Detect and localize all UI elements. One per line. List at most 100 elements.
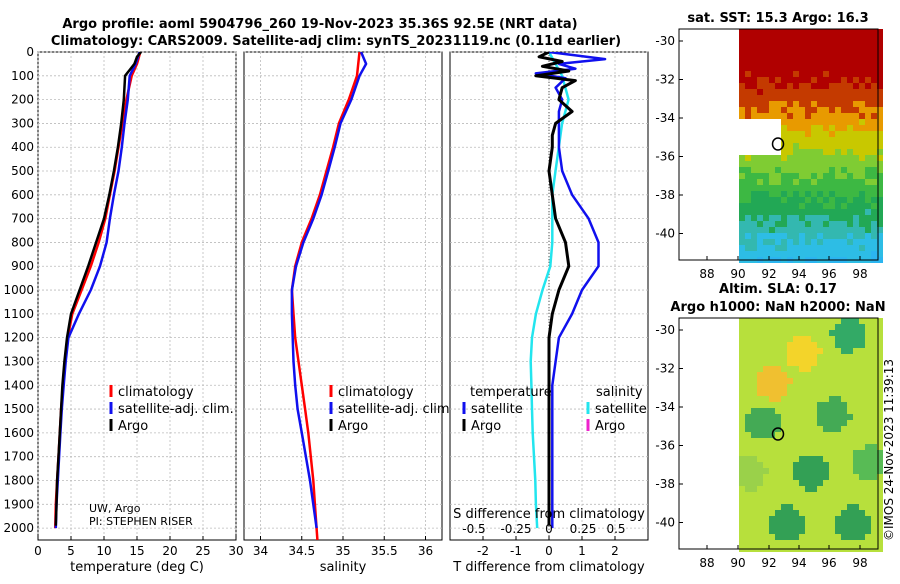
sla-cell xyxy=(775,456,781,462)
sla-cell xyxy=(859,480,865,486)
sst-cell xyxy=(757,65,763,71)
sla-cell xyxy=(817,318,823,324)
sst-cell xyxy=(847,155,853,161)
sst-cell xyxy=(835,167,841,173)
sla-cell xyxy=(817,534,823,540)
lat-tick-label: -32 xyxy=(655,362,675,376)
sla-cell xyxy=(865,492,871,498)
sla-cell xyxy=(739,534,745,540)
sla-cell xyxy=(805,324,811,330)
sla-cell xyxy=(817,366,823,372)
sla-cell xyxy=(793,396,799,402)
sla-cell xyxy=(739,432,745,438)
sst-cell xyxy=(853,221,859,227)
sst-cell xyxy=(865,239,871,245)
sla-cell xyxy=(877,396,883,402)
sla-cell xyxy=(745,480,751,486)
sla-cell xyxy=(841,462,847,468)
temperature-xlabel: temperature (deg C) xyxy=(70,560,204,575)
sst-cell xyxy=(787,119,793,125)
sst-cell xyxy=(871,161,877,167)
sst-cell xyxy=(757,59,763,65)
sst-cell xyxy=(751,89,757,95)
sla-cell xyxy=(781,426,787,432)
sst-cell xyxy=(859,197,865,203)
sla-cell xyxy=(811,510,817,516)
sst-cell xyxy=(817,245,823,251)
sla-cell xyxy=(817,462,823,468)
sst-heatmap xyxy=(739,29,883,263)
sla-cell xyxy=(877,486,883,492)
sst-cell xyxy=(757,29,763,35)
sla-cell xyxy=(799,486,805,492)
sla-cell xyxy=(829,384,835,390)
sla-cell xyxy=(799,444,805,450)
sst-cell xyxy=(871,77,877,83)
sla-cell xyxy=(865,498,871,504)
sla-cell xyxy=(835,516,841,522)
sla-cell xyxy=(805,480,811,486)
sla-cell xyxy=(847,468,853,474)
sla-cell xyxy=(847,354,853,360)
sst-cell xyxy=(757,113,763,119)
sst-cell xyxy=(763,77,769,83)
sst-cell xyxy=(805,95,811,101)
s-x-tick-label: 0 xyxy=(545,522,553,536)
sst-cell xyxy=(775,71,781,77)
sst-cell xyxy=(745,161,751,167)
sst-cell xyxy=(817,125,823,131)
sla-cell xyxy=(763,540,769,546)
sst-cell xyxy=(805,65,811,71)
sst-cell xyxy=(859,191,865,197)
sst-cell xyxy=(823,83,829,89)
sla-cell xyxy=(787,396,793,402)
sla-cell xyxy=(769,324,775,330)
salinity-lines xyxy=(290,52,368,540)
sst-cell xyxy=(793,107,799,113)
sla-cell xyxy=(829,414,835,420)
sst-cell xyxy=(805,251,811,257)
lat-tick-label: -40 xyxy=(655,516,675,530)
sla-cell xyxy=(817,330,823,336)
sla-cell xyxy=(817,516,823,522)
sla-cell xyxy=(775,504,781,510)
sst-cell xyxy=(841,185,847,191)
sla-cell xyxy=(823,534,829,540)
sst-cell xyxy=(817,251,823,257)
sla-cell xyxy=(757,528,763,534)
sla-cell xyxy=(739,528,745,534)
x-tick-label: 15 xyxy=(129,544,144,558)
sla-cell xyxy=(757,336,763,342)
sla-cell xyxy=(841,426,847,432)
sla-cell xyxy=(853,534,859,540)
sla-cell xyxy=(835,384,841,390)
sla-cell xyxy=(799,396,805,402)
sst-cell xyxy=(757,209,763,215)
sst-cell xyxy=(847,107,853,113)
sla-cell xyxy=(823,468,829,474)
sla-cell xyxy=(859,516,865,522)
sla-cell xyxy=(769,408,775,414)
sst-cell xyxy=(847,29,853,35)
sla-cell xyxy=(751,450,757,456)
sst-cell xyxy=(775,89,781,95)
sla-cell xyxy=(829,342,835,348)
sla-cell xyxy=(811,396,817,402)
sla-cell xyxy=(823,528,829,534)
sst-cell xyxy=(817,131,823,137)
sla-cell xyxy=(877,450,883,456)
sst-cell xyxy=(817,53,823,59)
sla-cell xyxy=(781,378,787,384)
sst-cell xyxy=(787,239,793,245)
sla-cell xyxy=(775,426,781,432)
sst-cell xyxy=(763,209,769,215)
sst-cell xyxy=(757,239,763,245)
sst-cell xyxy=(769,161,775,167)
sla-cell xyxy=(751,492,757,498)
sst-cell xyxy=(751,191,757,197)
sst-cell xyxy=(853,251,859,257)
sst-cell xyxy=(811,245,817,251)
sla-cell xyxy=(787,534,793,540)
sla-cell xyxy=(835,438,841,444)
sst-cell xyxy=(823,71,829,77)
